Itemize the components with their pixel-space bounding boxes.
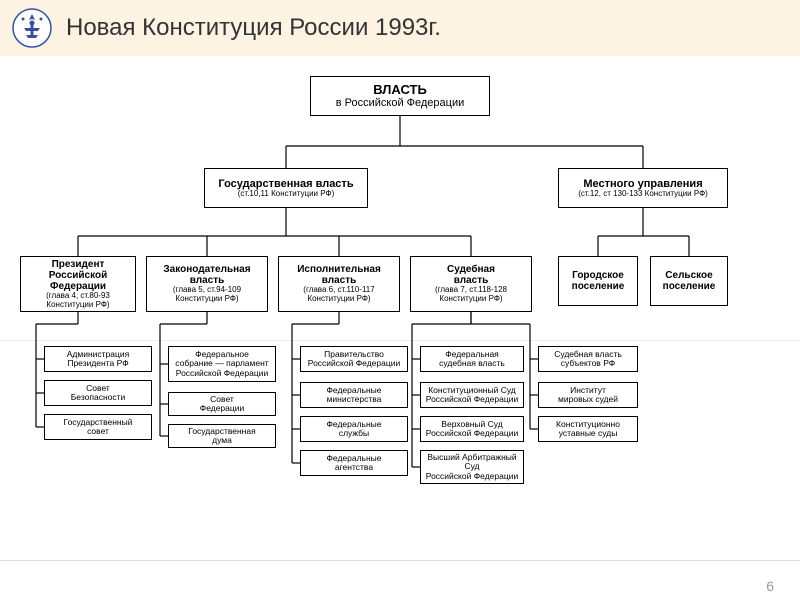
page-number: 6 bbox=[766, 578, 774, 594]
org-node: Сельскоепоселение bbox=[650, 256, 728, 306]
org-node: Исполнительнаявласть(глава 6, ст.110-117… bbox=[278, 256, 400, 312]
org-node: Конституционноуставные суды bbox=[538, 416, 638, 442]
org-node: ПрезидентРоссийской Федерации(глава 4, с… bbox=[20, 256, 136, 312]
org-node: Высший Арбитражный СудРоссийской Федерац… bbox=[420, 450, 524, 484]
divider bbox=[0, 560, 800, 561]
org-node: Федеральныеслужбы bbox=[300, 416, 408, 442]
org-node: Федеральнаясудебная власть bbox=[420, 346, 524, 372]
org-node: Институтмировых судей bbox=[538, 382, 638, 408]
org-node: Федеральныеминистерства bbox=[300, 382, 408, 408]
org-node: Федеральноесобрание — парламентРоссийско… bbox=[168, 346, 276, 382]
org-node: Государственнаядума bbox=[168, 424, 276, 448]
org-node: Государственныйсовет bbox=[44, 414, 152, 440]
org-node: АдминистрацияПрезидента РФ bbox=[44, 346, 152, 372]
org-node: ПравительствоРоссийской Федерации bbox=[300, 346, 408, 372]
org-node: СоветФедерации bbox=[168, 392, 276, 416]
emblem-icon bbox=[12, 8, 52, 48]
org-node: Городскоепоселение bbox=[558, 256, 638, 306]
title-bar: Новая Конституция России 1993г. bbox=[0, 0, 800, 56]
slide-title: Новая Конституция России 1993г. bbox=[66, 14, 441, 42]
org-node: Верховный СудРоссийской Федерации bbox=[420, 416, 524, 442]
org-node: Судебнаявласть(глава 7, ст.118-128 Конст… bbox=[410, 256, 532, 312]
divider bbox=[0, 340, 800, 341]
org-node: Местного управления(ст.12, ст 130-133 Ко… bbox=[558, 168, 728, 208]
org-node: Государственная власть(ст.10,11 Конститу… bbox=[204, 168, 368, 208]
org-node: ВЛАСТЬв Российской Федерации bbox=[310, 76, 490, 116]
org-node: Федеральныеагентства bbox=[300, 450, 408, 476]
org-node: СоветБезопасности bbox=[44, 380, 152, 406]
org-node: Законодательнаявласть(глава 5, ст.94-109… bbox=[146, 256, 268, 312]
org-node: Судебная властьсубъектов РФ bbox=[538, 346, 638, 372]
org-node: Конституционный СудРоссийской Федерации bbox=[420, 382, 524, 408]
